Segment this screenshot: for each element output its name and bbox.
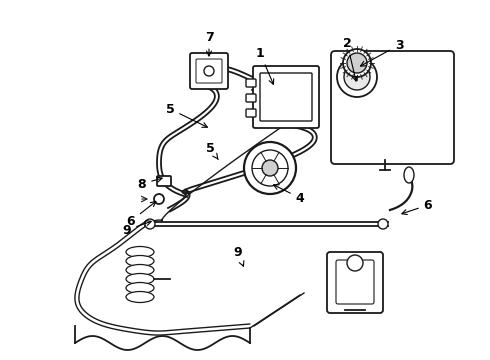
Circle shape xyxy=(252,150,288,186)
Text: 3: 3 xyxy=(361,39,403,66)
Ellipse shape xyxy=(126,265,154,275)
Text: 9: 9 xyxy=(234,247,244,266)
Circle shape xyxy=(344,64,370,90)
Text: 5: 5 xyxy=(206,141,218,159)
Text: 6: 6 xyxy=(127,202,156,228)
Text: 8: 8 xyxy=(138,177,162,190)
Text: 1: 1 xyxy=(256,46,274,84)
FancyBboxPatch shape xyxy=(246,94,256,102)
Circle shape xyxy=(154,194,164,204)
Text: 6: 6 xyxy=(402,198,432,215)
FancyBboxPatch shape xyxy=(336,260,374,304)
Ellipse shape xyxy=(126,283,154,293)
Ellipse shape xyxy=(126,247,154,257)
Circle shape xyxy=(347,53,367,73)
FancyBboxPatch shape xyxy=(246,109,256,117)
Text: 5: 5 xyxy=(166,103,207,127)
FancyBboxPatch shape xyxy=(190,53,228,89)
Circle shape xyxy=(262,160,278,176)
FancyBboxPatch shape xyxy=(260,73,312,121)
Circle shape xyxy=(337,57,377,97)
Circle shape xyxy=(244,142,296,194)
Circle shape xyxy=(378,219,388,229)
Ellipse shape xyxy=(126,292,154,302)
Circle shape xyxy=(343,49,371,77)
FancyBboxPatch shape xyxy=(327,252,383,313)
Text: 2: 2 xyxy=(343,36,357,81)
Ellipse shape xyxy=(404,167,414,183)
Text: 9: 9 xyxy=(122,221,151,237)
Ellipse shape xyxy=(126,274,154,284)
FancyBboxPatch shape xyxy=(331,51,454,164)
Text: 4: 4 xyxy=(273,185,304,204)
FancyBboxPatch shape xyxy=(157,176,171,186)
Circle shape xyxy=(347,255,363,271)
FancyBboxPatch shape xyxy=(196,59,222,83)
Text: 7: 7 xyxy=(205,31,213,56)
Circle shape xyxy=(204,66,214,76)
Ellipse shape xyxy=(126,256,154,266)
Circle shape xyxy=(145,219,155,229)
FancyBboxPatch shape xyxy=(253,66,319,128)
FancyBboxPatch shape xyxy=(246,79,256,87)
